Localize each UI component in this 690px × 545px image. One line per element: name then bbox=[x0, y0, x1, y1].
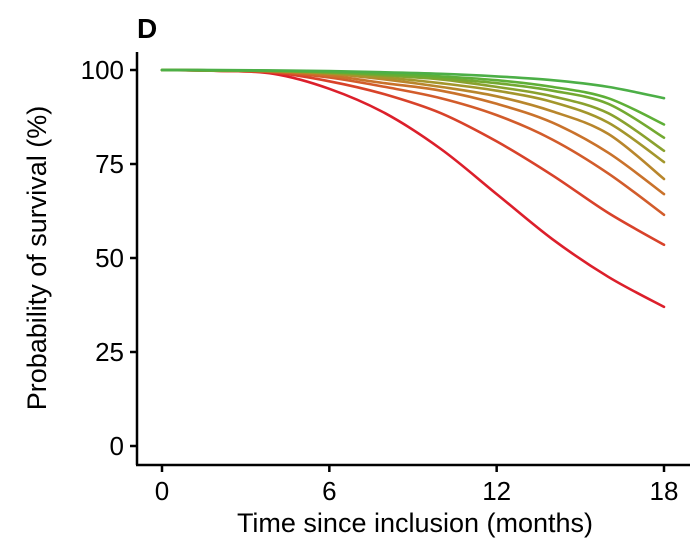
survival-curve-10 bbox=[160, 68, 666, 100]
x-tick-label: 12 bbox=[482, 476, 511, 506]
x-tick-label: 18 bbox=[650, 476, 679, 506]
y-tick-label: 100 bbox=[81, 55, 124, 85]
x-axis-ticks: 0 6 12 18 bbox=[155, 465, 679, 506]
survival-curve-4 bbox=[160, 68, 666, 196]
y-tick-label: 25 bbox=[95, 337, 124, 367]
survival-curve-2 bbox=[160, 68, 666, 247]
x-tick-label: 6 bbox=[322, 476, 336, 506]
y-axis-ticks: 0 25 50 75 100 bbox=[81, 55, 137, 461]
panel-label: D bbox=[137, 13, 157, 44]
x-tick-label: 0 bbox=[155, 476, 169, 506]
y-axis-title: Probability of survival (%) bbox=[22, 106, 52, 411]
survival-curves bbox=[160, 68, 666, 309]
x-axis-title: Time since inclusion (months) bbox=[237, 508, 593, 538]
y-tick-label: 75 bbox=[95, 149, 124, 179]
y-tick-label: 0 bbox=[110, 431, 124, 461]
y-tick-label: 50 bbox=[95, 243, 124, 273]
